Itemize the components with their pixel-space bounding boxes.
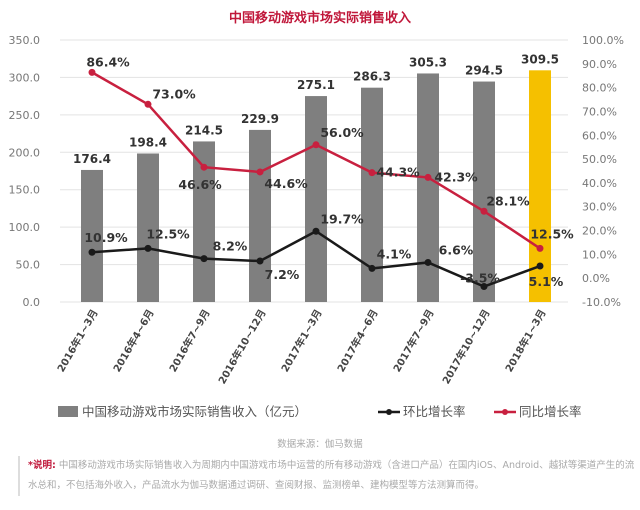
yoy-point [368,169,376,177]
yoy-value-label: 44.6% [264,176,308,191]
x-tick-label: 2017年1~3月 [278,307,324,374]
legend-yoy-label: 同比增长率 [519,404,582,419]
yoy-value-label: 44.3% [376,165,420,180]
yoy-value-label: 56.0% [320,125,364,140]
x-tick-label: 2016年10~12月 [215,307,268,386]
qoq-value-label: 12.5% [146,226,190,241]
note-text: 中国移动游戏市场实际销售收入为周期内中国游戏市场中运营的所有移动游戏（含进口产品… [28,460,635,491]
bar [81,169,103,302]
legend-qoq-label: 环比增长率 [403,404,466,419]
combo-chart: 中国移动游戏市场实际销售收入 0.0 50.0 100.0 150.0 200.0 250.… [9,10,624,419]
qoq-value-label: 19.7% [320,211,364,226]
right-tick-label: 10.0% [582,248,617,261]
right-tick-label: 50.0% [582,153,617,166]
right-tick-label: -10.0% [582,296,621,309]
note-label: *说明: [28,460,56,471]
qoq-point [256,257,264,265]
right-tick-label: 20.0% [582,225,617,238]
left-tick-label: 300.0 [9,71,41,84]
left-tick-label: 0.0 [23,296,41,309]
left-tick-label: 100.0 [9,221,41,234]
legend-qoq-marker [386,409,392,415]
qoq-point [368,264,376,272]
right-tick-label: 90.0% [582,58,617,71]
source-text: 数据来源：伽马数据 [277,439,363,450]
yoy-value-label: 42.3% [434,169,478,184]
yoy-point [256,168,264,176]
bar-value-label: 275.1 [297,78,335,92]
qoq-point [480,283,488,291]
qoq-point [424,258,432,266]
bar-value-label: 286.3 [353,70,391,84]
footnote: *说明: 中国移动游戏市场实际销售收入为周期内中国游戏市场中运营的所有移动游戏（… [18,456,638,496]
right-tick-label: 40.0% [582,177,617,190]
qoq-value-label: 8.2% [213,239,248,254]
qoq-point [536,262,544,270]
qoq-value-label: 10.9% [84,230,128,245]
bar-value-label: 198.4 [129,135,167,149]
chart-title: 中国移动游戏市场实际销售收入 [229,10,411,26]
yoy-point [480,207,488,215]
yoy-point [536,244,544,252]
x-tick-label: 2016年4~6月 [110,307,156,374]
bar-value-label: 214.5 [185,123,223,137]
yoy-value-label: 73.0% [152,86,196,101]
x-tick-label: 2016年7~9月 [166,307,212,374]
qoq-point [312,227,320,235]
bar-value-label: 309.5 [521,52,559,66]
qoq-point [144,244,152,252]
yoy-point [88,68,96,76]
bar [193,141,215,302]
left-tick-label: 250.0 [9,109,41,122]
bar-value-label: 229.9 [241,112,279,126]
qoq-point [200,255,208,263]
left-tick-label: 200.0 [9,146,41,159]
right-tick-label: 30.0% [582,201,617,214]
yoy-value-label: 12.5% [530,226,574,241]
bar [417,73,439,302]
legend-bar-swatch [58,406,78,417]
bar [137,153,159,302]
x-tick-label: 2018年1~3月 [502,307,548,374]
left-tick-label: 350.0 [9,34,41,47]
yoy-value-label: 46.6% [178,177,222,192]
legend-bar-label: 中国移动游戏市场实际销售收入（亿元） [82,404,307,419]
x-tick-label: 2017年7~9月 [390,307,436,374]
right-tick-label: 70.0% [582,105,617,118]
qoq-value-label: 5.1% [529,274,564,289]
x-tick-label: 2017年4~6月 [334,307,380,374]
bar-value-label: 305.3 [409,55,447,69]
qoq-value-label: -3.5% [460,271,500,286]
right-tick-label: 0.0% [582,272,610,285]
x-tick-label: 2017年10~12月 [439,307,492,386]
qoq-point [88,248,96,256]
yoy-point [424,173,432,181]
right-tick-label: 80.0% [582,82,617,95]
bar-value-label: 176.4 [73,152,111,166]
legend-yoy-marker [502,409,508,415]
qoq-value-label: 4.1% [377,246,412,261]
qoq-value-label: 6.6% [439,242,474,257]
yoy-value-label: 28.1% [486,193,530,208]
bar [361,87,383,303]
yoy-value-label: 86.4% [86,54,130,69]
yoy-point [144,100,152,108]
yoy-point [312,141,320,149]
bar [473,81,495,302]
bar-value-label: 294.5 [465,64,503,78]
right-tick-label: 60.0% [582,129,617,142]
right-tick-label: 100.0% [582,34,624,47]
left-tick-label: 50.0 [16,259,41,272]
qoq-value-label: 7.2% [265,267,300,282]
left-tick-label: 150.0 [9,184,41,197]
x-tick-label: 2016年1~3月 [54,307,100,374]
yoy-point [200,163,208,171]
